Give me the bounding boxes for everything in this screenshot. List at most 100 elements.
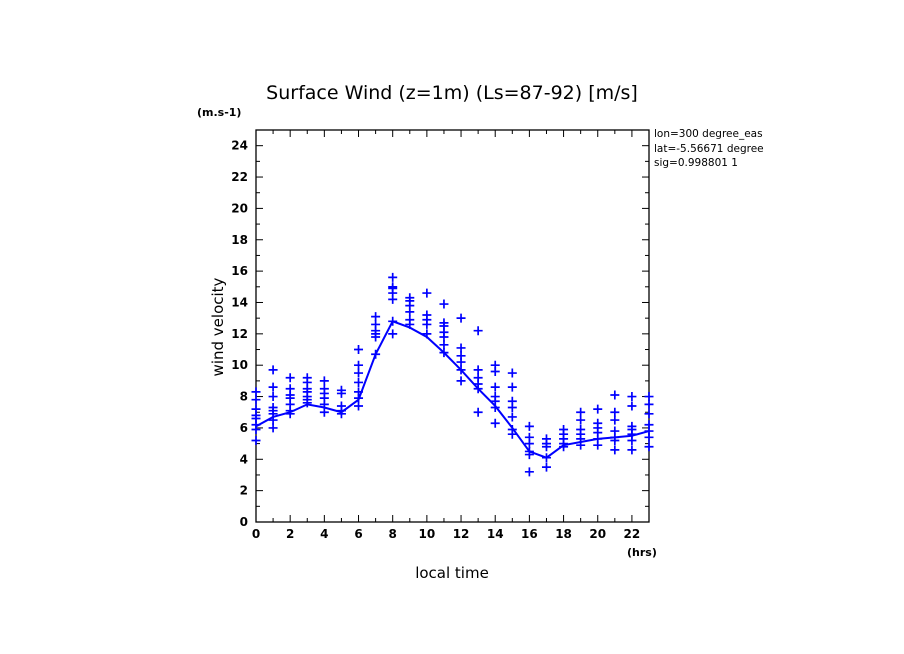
plus-marker — [388, 282, 398, 292]
plus-marker — [610, 426, 620, 436]
plus-marker — [388, 316, 398, 326]
plus-marker — [473, 365, 483, 375]
x-unit-label: (hrs) — [627, 546, 657, 559]
plus-marker — [507, 368, 517, 378]
plus-marker — [422, 288, 432, 298]
plus-marker — [610, 390, 620, 400]
plus-marker — [371, 349, 381, 359]
y-tick-label: 20 — [231, 201, 248, 215]
plus-marker — [439, 348, 449, 358]
plus-marker — [354, 387, 364, 397]
plus-marker — [644, 420, 654, 430]
plus-marker — [524, 421, 534, 431]
plot-frame — [255, 129, 650, 523]
x-tick-label: 12 — [453, 527, 470, 541]
plus-marker — [285, 373, 295, 383]
plus-marker — [490, 360, 500, 370]
plus-marker — [507, 412, 517, 422]
plus-marker — [354, 377, 364, 387]
plus-marker — [405, 293, 415, 303]
plus-marker — [439, 299, 449, 309]
y-tick-label: 4 — [240, 452, 248, 466]
x-tick-label: 4 — [320, 527, 328, 541]
plus-marker — [559, 424, 569, 434]
y-tick-label: 8 — [240, 390, 248, 404]
plus-marker — [490, 392, 500, 402]
x-tick-label: 14 — [487, 527, 504, 541]
y-tick-label: 24 — [231, 139, 248, 153]
x-tick-label: 10 — [419, 527, 436, 541]
x-tick-label: 0 — [252, 527, 260, 541]
plus-marker — [644, 399, 654, 409]
plus-marker — [541, 453, 551, 463]
plus-marker — [507, 424, 517, 434]
annotation-block: lon=300 degree_eas lat=-5.56671 degree s… — [654, 128, 764, 169]
plus-marker — [627, 421, 637, 431]
plus-marker — [524, 446, 534, 456]
plus-marker — [268, 382, 278, 392]
plus-marker — [456, 343, 466, 353]
plus-marker — [456, 351, 466, 361]
plus-marker — [507, 396, 517, 406]
plus-marker — [627, 392, 637, 402]
plus-marker — [388, 272, 398, 282]
plus-marker — [473, 373, 483, 383]
x-tick-label: 8 — [389, 527, 397, 541]
y-tick-label: 12 — [231, 327, 248, 341]
x-tick-label: 16 — [521, 527, 538, 541]
plus-marker — [456, 376, 466, 386]
plus-marker — [439, 340, 449, 350]
plus-marker — [371, 312, 381, 322]
y-tick-label: 6 — [240, 421, 248, 435]
plus-marker — [627, 401, 637, 411]
plus-marker — [405, 315, 415, 325]
mean-wind-line — [255, 320, 650, 459]
plus-marker — [576, 407, 586, 417]
x-tick-label: 20 — [589, 527, 606, 541]
plus-marker — [473, 407, 483, 417]
plus-marker — [644, 409, 654, 419]
plus-marker — [319, 376, 329, 386]
plus-marker — [302, 373, 312, 383]
plus-marker — [336, 401, 346, 411]
y-tick-label: 18 — [231, 233, 248, 247]
y-unit-label: (m.s-1) — [197, 106, 241, 119]
plus-marker — [524, 467, 534, 477]
plus-marker — [524, 432, 534, 442]
plus-marker — [610, 445, 620, 455]
plus-marker — [541, 462, 551, 472]
plus-marker — [422, 310, 432, 320]
y-axis-label: wind velocity — [209, 277, 227, 376]
annotation-lon: lon=300 degree_eas — [654, 128, 763, 140]
chart-title: Surface Wind (z=1m) (Ls=87-92) [m/s] — [266, 82, 638, 104]
x-tick-label: 18 — [555, 527, 572, 541]
plus-marker — [422, 329, 432, 339]
plus-marker — [388, 329, 398, 339]
annotation-lat: lat=-5.56671 degree — [654, 143, 764, 155]
plus-marker — [251, 404, 261, 414]
x-tick-label: 2 — [286, 527, 294, 541]
y-tick-label: 2 — [240, 484, 248, 498]
plus-marker — [456, 313, 466, 323]
plus-marker — [627, 445, 637, 455]
plus-marker — [354, 345, 364, 355]
y-tick-label: 22 — [231, 170, 248, 184]
plus-marker — [371, 319, 381, 329]
y-tick-label: 14 — [231, 295, 248, 309]
plus-marker — [644, 392, 654, 402]
plus-marker — [319, 407, 329, 417]
plus-marker — [354, 368, 364, 378]
plus-marker — [354, 401, 364, 411]
plus-marker — [593, 418, 603, 428]
plus-marker — [576, 415, 586, 425]
x-axis-label: local time — [415, 564, 489, 582]
plus-marker — [285, 384, 295, 394]
plus-marker — [251, 435, 261, 445]
plus-marker — [268, 392, 278, 402]
x-tick-label: 6 — [354, 527, 362, 541]
plus-marker — [610, 415, 620, 425]
plus-marker — [268, 423, 278, 433]
y-tick-label: 0 — [240, 515, 248, 529]
